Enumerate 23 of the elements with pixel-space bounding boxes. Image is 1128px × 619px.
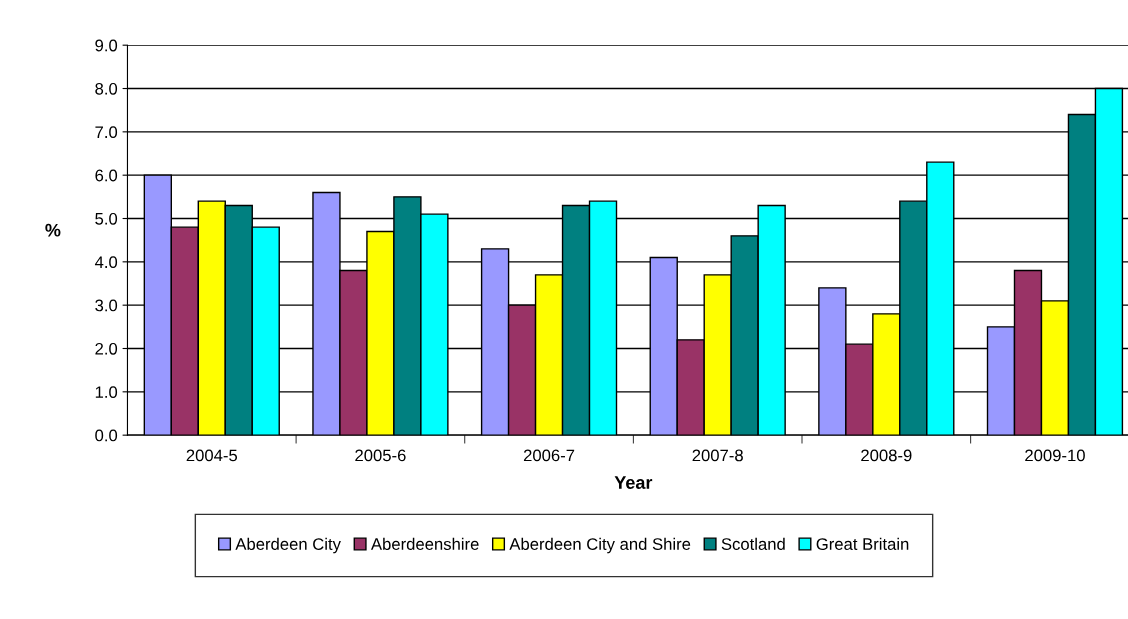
x-tick-label: 2009-10 (1025, 449, 1085, 462)
y-tick-label: 9.0 (95, 39, 118, 52)
y-tick-label: 1.0 (95, 386, 118, 399)
x-tick-label: 2006-7 (523, 449, 575, 462)
legend-label: Great Britain (816, 537, 909, 550)
x-tick-label: 2005-6 (355, 449, 406, 462)
x-tick-label: 2004-5 (186, 449, 238, 462)
x-axis-title: Year (614, 476, 653, 489)
legend-label: Aberdeen City and Shire (509, 537, 691, 554)
y-tick-label: 0.0 (95, 429, 118, 442)
y-tick-label: 8.0 (95, 82, 118, 95)
y-axis-title: % (45, 223, 61, 237)
y-tick-label: 7.0 (95, 126, 118, 139)
y-tick-label: 5.0 (95, 212, 118, 225)
legend-label: Aberdeen City (235, 537, 341, 554)
y-tick-label: 4.0 (94, 256, 118, 269)
x-tick-label: 2007-8 (692, 449, 743, 462)
y-tick-label: 3.0 (95, 299, 118, 312)
y-tick-label: 2.0 (95, 342, 118, 355)
x-tick-label: 2008-9 (861, 449, 912, 462)
legend-label: Aberdeenshire (370, 537, 479, 550)
y-tick-label: 6.0 (95, 169, 118, 182)
legend-label: Scotland (721, 537, 785, 550)
